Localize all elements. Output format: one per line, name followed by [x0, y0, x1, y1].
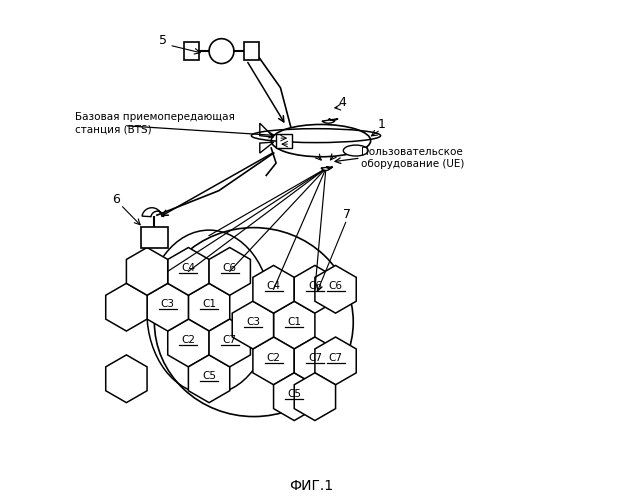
Polygon shape: [209, 248, 251, 295]
Text: 6: 6: [112, 193, 120, 206]
Text: C5: C5: [202, 371, 216, 381]
Text: C1: C1: [202, 299, 216, 309]
Text: C6: C6: [308, 282, 322, 292]
Text: C3: C3: [246, 317, 260, 327]
Ellipse shape: [343, 145, 368, 156]
Polygon shape: [294, 337, 336, 384]
Polygon shape: [274, 373, 315, 420]
Polygon shape: [106, 284, 147, 331]
Polygon shape: [188, 284, 230, 331]
Text: Пользовательское
оборудование (UE): Пользовательское оборудование (UE): [361, 147, 464, 169]
Polygon shape: [142, 208, 164, 216]
Polygon shape: [315, 266, 356, 313]
Text: C4: C4: [182, 264, 195, 274]
Text: C6: C6: [223, 264, 237, 274]
Text: C2: C2: [182, 335, 195, 345]
Polygon shape: [321, 167, 333, 170]
Text: C6: C6: [328, 282, 343, 292]
Polygon shape: [106, 355, 147, 403]
Text: 7: 7: [343, 208, 351, 220]
Text: 1: 1: [378, 118, 386, 131]
Circle shape: [209, 38, 234, 64]
Bar: [276, 134, 292, 148]
Polygon shape: [209, 319, 251, 367]
Text: C4: C4: [267, 282, 281, 292]
Polygon shape: [315, 337, 356, 384]
Text: C5: C5: [287, 388, 301, 398]
Text: 5: 5: [159, 34, 167, 46]
Text: ФИГ.1: ФИГ.1: [289, 479, 333, 493]
Polygon shape: [322, 118, 338, 123]
Bar: [244, 42, 259, 60]
Text: 4: 4: [338, 96, 346, 109]
Text: C7: C7: [328, 353, 343, 363]
Polygon shape: [188, 355, 230, 403]
Polygon shape: [168, 248, 209, 295]
Text: C1: C1: [287, 317, 301, 327]
Polygon shape: [253, 266, 294, 313]
Polygon shape: [294, 373, 336, 420]
Polygon shape: [147, 284, 188, 331]
Polygon shape: [232, 301, 274, 349]
Polygon shape: [126, 248, 168, 295]
Text: C7: C7: [308, 353, 322, 363]
Ellipse shape: [271, 124, 371, 157]
Text: C3: C3: [160, 299, 175, 309]
Bar: [141, 226, 169, 248]
Text: C7: C7: [223, 335, 237, 345]
Bar: [184, 42, 199, 60]
Text: C2: C2: [267, 353, 281, 363]
Text: Базовая приемопередающая
станция (BTS): Базовая приемопередающая станция (BTS): [75, 112, 234, 134]
Polygon shape: [168, 319, 209, 367]
Polygon shape: [253, 337, 294, 384]
Polygon shape: [294, 266, 336, 313]
Polygon shape: [274, 301, 315, 349]
